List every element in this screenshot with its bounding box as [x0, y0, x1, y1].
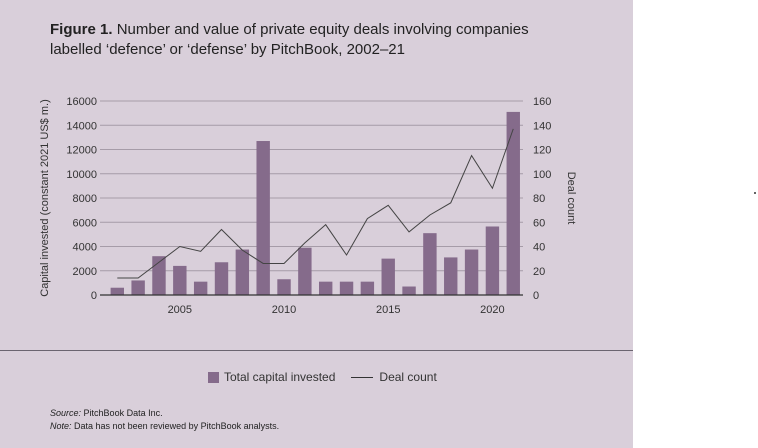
bar-2021: [506, 111, 520, 295]
legend-line-swatch: [351, 376, 374, 378]
chart: 0 2000 4000 6000 8000 10000 12000 14000 16000 0 20…: [39, 96, 577, 316]
y2-tick-label: 0: [533, 290, 539, 302]
y-tick-label: 4000: [73, 242, 97, 254]
figure-title-text: Number and value of private equity deals…: [50, 21, 529, 58]
bar-2002: [110, 287, 124, 295]
legend-bar-label: Total capital invested: [224, 370, 336, 384]
y2-axis-title: Deal count: [565, 172, 577, 225]
bar-2013: [339, 281, 354, 295]
y2-tick-label: 80: [533, 193, 545, 205]
figure-label: Figure 1.: [50, 21, 113, 38]
bar-2004: [152, 256, 166, 295]
y-tick-label: 8000: [73, 193, 97, 205]
bar-2014: [360, 281, 375, 295]
y-tick-label: 10000: [66, 169, 97, 181]
y2-tick-label: 160: [533, 96, 551, 108]
y-tick-label: 2000: [73, 266, 97, 278]
bar-2016: [402, 286, 416, 295]
bar-2017: [423, 233, 437, 295]
bar-2005: [173, 265, 187, 295]
y-axis-title: Capital invested (constant 2021 US$ m.): [39, 99, 51, 297]
y-tick-label: 6000: [73, 217, 97, 229]
x-tick-label: 2015: [376, 304, 400, 316]
figure-title: Figure 1. Number and value of private eq…: [50, 20, 570, 60]
divider: [0, 350, 633, 351]
legend-bar-swatch: [208, 371, 219, 383]
bar-2019: [464, 249, 479, 295]
y2-tick-label: 40: [533, 242, 545, 254]
y-tick-label: 0: [91, 290, 97, 302]
y-tick-label: 16000: [66, 96, 97, 108]
y2-tick-label: 140: [533, 120, 551, 132]
bar-2015: [381, 258, 395, 295]
bar-2007: [214, 262, 229, 295]
bar-2020: [485, 226, 500, 295]
x-tick-label: 2020: [480, 304, 504, 316]
x-tick-label: 2010: [272, 304, 296, 316]
bar-2003: [131, 280, 145, 295]
legend-line-label: Deal count: [379, 370, 437, 384]
legend: Total capital invested Deal count: [208, 370, 437, 384]
deal-count-line: [117, 128, 514, 279]
y2-tick-label: 100: [533, 169, 551, 181]
bar-2010: [277, 279, 291, 295]
notes: Source: PitchBook Data Inc. Note: Data h…: [50, 407, 279, 433]
y2-tick-label: 120: [533, 145, 551, 157]
bar-2018: [444, 257, 458, 295]
x-tick-label: 2005: [168, 304, 192, 316]
y2-tick-label: 20: [533, 266, 545, 278]
source-line: Source: PitchBook Data Inc.: [50, 408, 163, 418]
y2-tick-label: 60: [533, 217, 545, 229]
bar-2006: [193, 281, 208, 295]
bar-2009: [256, 141, 270, 295]
note-line: Note: Data has not been reviewed by Pitc…: [50, 421, 280, 431]
figure-panel: Figure 1. Number and value of private eq…: [0, 0, 633, 448]
y-tick-label: 12000: [66, 145, 97, 157]
y-tick-label: 14000: [66, 120, 97, 132]
bar-2011: [298, 247, 312, 295]
stray-dot: [754, 192, 756, 194]
bar-2008: [235, 249, 250, 295]
bar-2012: [319, 281, 333, 295]
